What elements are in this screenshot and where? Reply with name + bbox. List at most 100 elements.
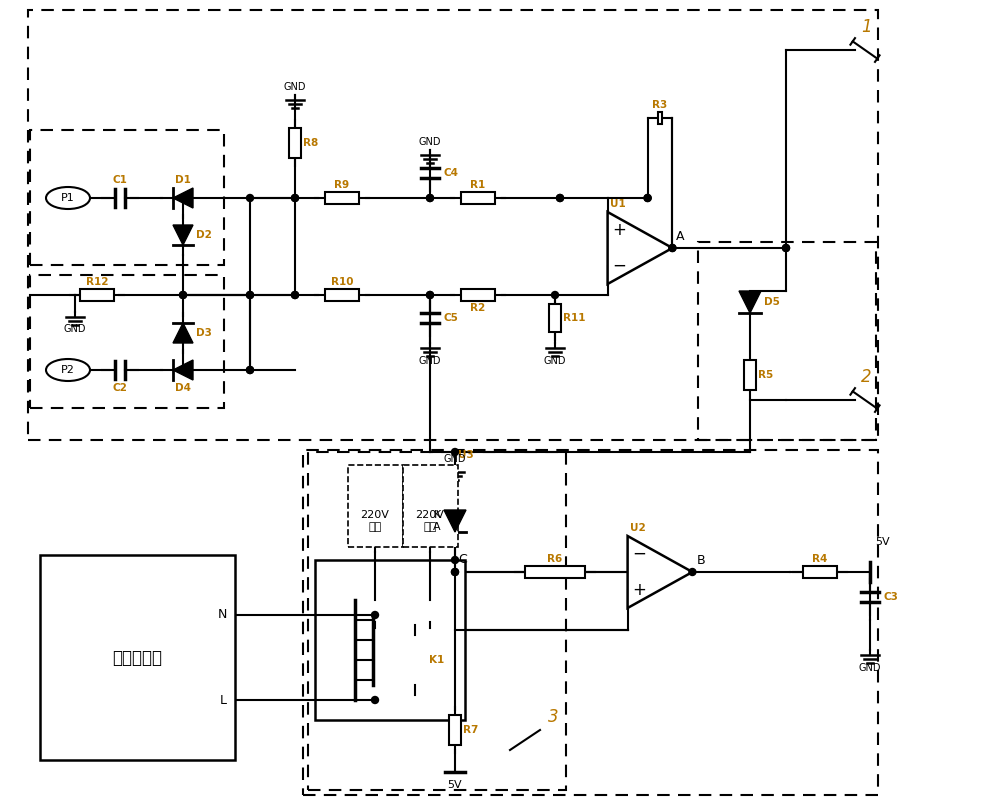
Bar bbox=[698, 242, 876, 440]
Bar bbox=[658, 112, 662, 124]
Text: K: K bbox=[434, 510, 441, 520]
Circle shape bbox=[180, 291, 186, 299]
Polygon shape bbox=[608, 212, 672, 284]
Text: R11: R11 bbox=[563, 313, 586, 323]
Bar bbox=[461, 289, 495, 301]
Circle shape bbox=[292, 195, 298, 201]
Bar bbox=[80, 289, 114, 301]
Bar bbox=[449, 715, 461, 745]
Text: R8: R8 bbox=[303, 138, 318, 148]
Bar bbox=[40, 555, 235, 760]
Circle shape bbox=[246, 291, 254, 299]
Circle shape bbox=[644, 195, 651, 201]
Bar bbox=[30, 275, 224, 408]
Text: U3: U3 bbox=[458, 450, 474, 460]
Text: D2: D2 bbox=[196, 230, 212, 240]
Text: GND: GND bbox=[444, 454, 466, 464]
Text: N: N bbox=[218, 609, 227, 621]
Text: R5: R5 bbox=[758, 370, 773, 380]
Polygon shape bbox=[173, 323, 193, 343]
Text: 5V: 5V bbox=[448, 780, 462, 790]
Text: K1: K1 bbox=[429, 655, 444, 665]
Circle shape bbox=[556, 195, 564, 201]
Text: P1: P1 bbox=[61, 193, 75, 203]
Bar bbox=[289, 128, 301, 158]
Text: +: + bbox=[633, 581, 647, 599]
Text: A: A bbox=[676, 230, 685, 243]
Polygon shape bbox=[444, 510, 466, 532]
Text: 无线充电桩: 无线充电桩 bbox=[112, 649, 162, 667]
Polygon shape bbox=[628, 536, 692, 608]
Text: B: B bbox=[696, 554, 705, 567]
Ellipse shape bbox=[46, 359, 90, 381]
Text: 5V: 5V bbox=[875, 537, 889, 547]
Text: D5: D5 bbox=[764, 297, 780, 307]
Circle shape bbox=[246, 366, 254, 374]
Circle shape bbox=[426, 291, 434, 299]
Circle shape bbox=[292, 291, 298, 299]
Circle shape bbox=[246, 366, 254, 374]
Text: U1: U1 bbox=[610, 199, 625, 209]
Bar bbox=[308, 452, 566, 790]
Circle shape bbox=[246, 291, 254, 299]
Circle shape bbox=[426, 195, 434, 201]
Text: GND: GND bbox=[64, 324, 86, 334]
Circle shape bbox=[426, 291, 434, 299]
Circle shape bbox=[452, 448, 458, 456]
Text: U2: U2 bbox=[630, 523, 645, 533]
Bar bbox=[525, 566, 585, 578]
Polygon shape bbox=[173, 225, 193, 245]
Text: R2: R2 bbox=[470, 303, 486, 313]
Bar bbox=[325, 289, 359, 301]
Text: D1: D1 bbox=[175, 175, 191, 185]
Polygon shape bbox=[739, 291, 761, 313]
Bar bbox=[549, 304, 561, 332]
Text: −: − bbox=[633, 545, 647, 563]
Circle shape bbox=[644, 195, 651, 201]
Bar bbox=[348, 465, 403, 547]
Text: D3: D3 bbox=[196, 328, 212, 338]
Bar bbox=[744, 360, 756, 390]
Text: R9: R9 bbox=[334, 180, 350, 190]
Text: GND: GND bbox=[284, 82, 306, 92]
Circle shape bbox=[246, 195, 254, 201]
Bar bbox=[803, 566, 837, 578]
Text: 1: 1 bbox=[861, 19, 871, 36]
Text: GND: GND bbox=[859, 663, 881, 673]
Text: R7: R7 bbox=[463, 725, 478, 735]
Text: A: A bbox=[433, 522, 441, 532]
Circle shape bbox=[452, 568, 458, 576]
Text: L: L bbox=[220, 693, 227, 707]
Bar bbox=[315, 560, 465, 720]
Text: −: − bbox=[613, 257, 627, 275]
Circle shape bbox=[552, 291, 558, 299]
Text: R10: R10 bbox=[331, 277, 353, 287]
Text: C2: C2 bbox=[113, 383, 127, 393]
Circle shape bbox=[556, 195, 564, 201]
Text: GND: GND bbox=[419, 137, 441, 147]
Ellipse shape bbox=[46, 187, 90, 209]
Text: GND: GND bbox=[544, 356, 566, 366]
Text: R12: R12 bbox=[86, 277, 108, 287]
Text: C4: C4 bbox=[443, 168, 458, 178]
Text: 3: 3 bbox=[548, 708, 559, 726]
Circle shape bbox=[452, 556, 458, 564]
Bar bbox=[325, 192, 359, 204]
Text: R1: R1 bbox=[470, 180, 486, 190]
Text: D4: D4 bbox=[175, 383, 191, 393]
Circle shape bbox=[180, 291, 186, 299]
Text: C5: C5 bbox=[443, 313, 458, 323]
Circle shape bbox=[372, 612, 378, 618]
Text: R4: R4 bbox=[812, 554, 828, 564]
Circle shape bbox=[426, 195, 434, 201]
Text: 220V
市电: 220V 市电 bbox=[416, 510, 444, 531]
Text: 2: 2 bbox=[861, 369, 871, 386]
Circle shape bbox=[372, 696, 378, 704]
Circle shape bbox=[292, 195, 298, 201]
Polygon shape bbox=[173, 360, 193, 380]
Bar bbox=[303, 450, 878, 795]
Circle shape bbox=[669, 245, 676, 251]
Text: C: C bbox=[458, 553, 467, 566]
Text: R6: R6 bbox=[547, 554, 563, 564]
Bar bbox=[30, 130, 224, 265]
